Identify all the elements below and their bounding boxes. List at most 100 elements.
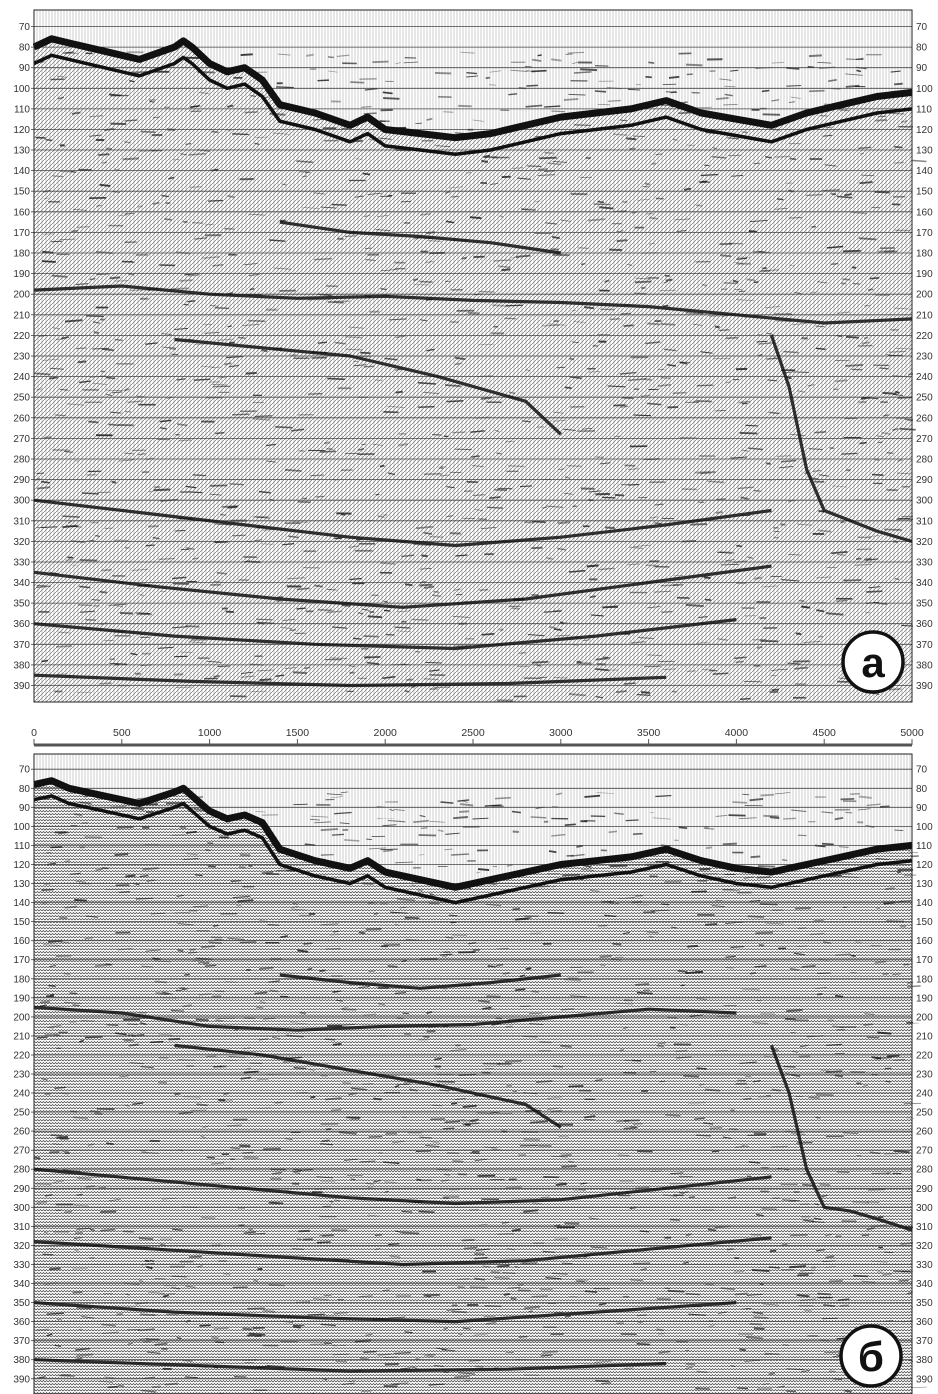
texture-stroke	[89, 278, 96, 281]
texture-stroke	[540, 1354, 553, 1357]
texture-stroke	[313, 192, 325, 195]
texture-stroke	[623, 1026, 629, 1030]
texture-stroke	[608, 830, 618, 834]
texture-stroke	[198, 993, 211, 996]
texture-stroke	[130, 1017, 146, 1019]
texture-stroke	[717, 638, 728, 641]
texture-stroke	[454, 1098, 466, 1101]
texture-stroke	[387, 819, 406, 823]
texture-stroke	[595, 668, 609, 672]
texture-stroke	[539, 1041, 552, 1044]
texture-stroke	[217, 1017, 235, 1020]
texture-stroke	[749, 797, 764, 802]
texture-stroke	[232, 895, 251, 899]
texture-stroke	[304, 666, 311, 670]
texture-stroke	[404, 1331, 413, 1334]
texture-stroke	[826, 245, 844, 249]
texture-stroke	[454, 356, 466, 361]
texture-stroke	[42, 358, 60, 361]
texture-stroke	[730, 69, 739, 72]
y-tick-label-right: 130	[916, 146, 933, 157]
texture-stroke	[176, 894, 185, 898]
tick-label-backdrop	[913, 288, 938, 301]
texture-stroke	[46, 1312, 65, 1315]
texture-stroke	[425, 1144, 440, 1147]
texture-stroke	[161, 194, 169, 198]
texture-stroke	[704, 828, 715, 830]
texture-stroke	[813, 1217, 822, 1221]
tick-label-backdrop	[913, 267, 938, 280]
texture-stroke	[359, 1356, 369, 1361]
texture-stroke	[653, 590, 672, 593]
tick-label-backdrop	[913, 205, 938, 218]
texture-stroke	[486, 995, 501, 998]
texture-stroke	[540, 1196, 550, 1199]
texture-stroke	[633, 414, 652, 417]
tick-label-backdrop	[0, 391, 33, 404]
texture-stroke	[77, 604, 93, 607]
tick-label-backdrop	[913, 1296, 938, 1309]
y-tick-label-left: 210	[13, 1031, 30, 1042]
tick-label-backdrop	[913, 1315, 938, 1328]
texture-stroke	[727, 1196, 737, 1200]
texture-stroke	[616, 1002, 634, 1005]
texture-stroke	[475, 509, 484, 511]
texture-stroke	[325, 1128, 332, 1131]
texture-stroke	[593, 203, 611, 206]
texture-stroke	[76, 1193, 84, 1197]
tick-label-backdrop	[0, 638, 33, 651]
texture-stroke	[340, 791, 348, 794]
texture-stroke	[825, 1255, 835, 1259]
texture-stroke	[105, 393, 113, 397]
texture-stroke	[514, 1266, 520, 1269]
texture-stroke	[730, 946, 745, 949]
texture-stroke	[317, 341, 328, 344]
tick-label-backdrop	[0, 1144, 33, 1157]
texture-stroke	[125, 874, 136, 878]
texture-stroke	[824, 164, 837, 167]
texture-stroke	[382, 1289, 390, 1292]
texture-stroke	[137, 204, 143, 208]
texture-stroke	[431, 594, 441, 598]
texture-stroke	[367, 615, 383, 619]
texture-stroke	[507, 1286, 521, 1289]
texture-stroke	[809, 932, 825, 936]
texture-stroke	[851, 266, 857, 269]
texture-stroke	[288, 535, 299, 539]
texture-stroke	[327, 301, 344, 304]
texture-stroke	[568, 93, 586, 96]
texture-stroke	[259, 966, 274, 970]
texture-stroke	[458, 1073, 477, 1077]
texture-stroke	[390, 911, 408, 914]
reflector-horizon	[279, 973, 561, 990]
texture-stroke	[348, 665, 356, 668]
texture-stroke	[245, 1067, 252, 1070]
y-tick-label-right: 240	[916, 372, 933, 383]
texture-stroke	[448, 186, 464, 189]
texture-stroke	[62, 524, 78, 529]
texture-stroke	[763, 1055, 776, 1058]
texture-stroke	[628, 378, 646, 381]
texture-stroke	[693, 323, 703, 326]
texture-stroke	[140, 1066, 154, 1069]
texture-stroke	[70, 229, 78, 233]
texture-stroke	[325, 1097, 342, 1101]
texture-stroke	[117, 947, 133, 951]
texture-stroke	[329, 934, 340, 936]
texture-stroke	[899, 427, 916, 431]
texture-stroke	[594, 1360, 612, 1363]
texture-stroke	[532, 58, 542, 62]
texture-stroke	[745, 1336, 763, 1340]
texture-stroke	[734, 1292, 748, 1296]
texture-stroke	[358, 985, 370, 989]
texture-stroke	[187, 491, 203, 494]
texture-stroke	[334, 811, 352, 815]
texture-stroke	[730, 456, 748, 459]
texture-stroke	[490, 1270, 501, 1274]
texture-stroke	[689, 1014, 704, 1017]
texture-stroke	[135, 612, 150, 615]
texture-stroke	[142, 1376, 156, 1380]
texture-stroke	[571, 309, 576, 312]
texture-stroke	[396, 630, 411, 633]
texture-stroke	[52, 1143, 62, 1145]
